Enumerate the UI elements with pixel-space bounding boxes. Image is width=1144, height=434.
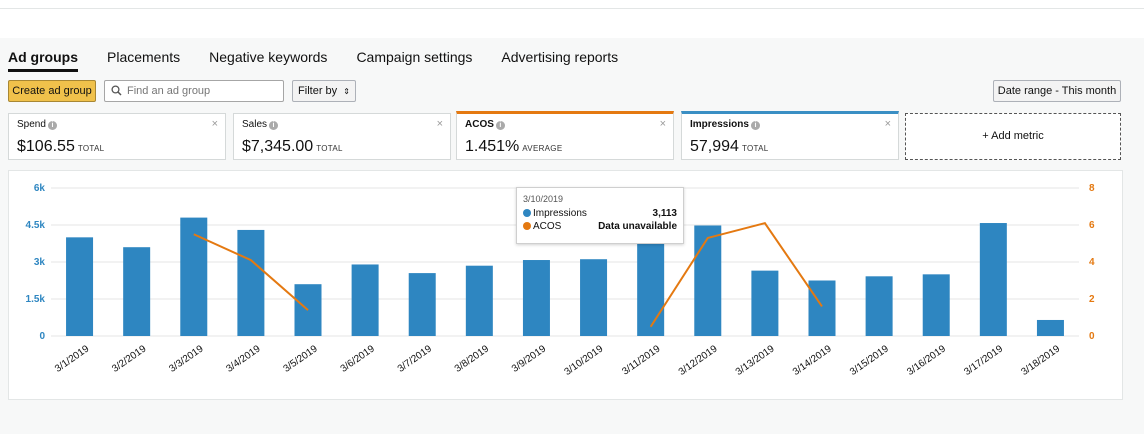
top-divider: [0, 8, 1144, 9]
search-placeholder: Find an ad group: [127, 85, 211, 97]
chart-tooltip: 3/10/2019 Impressions 3,113 ACOS Data un…: [516, 187, 684, 244]
y-left-tick-label: 0: [39, 331, 45, 342]
metric-unit: TOTAL: [316, 144, 343, 153]
tooltip-row-acos: ACOS Data unavailable: [523, 220, 677, 233]
metric-label: ACOS: [465, 119, 494, 130]
bar[interactable]: [408, 273, 436, 336]
x-tick-label: 3/7/2019: [396, 343, 435, 375]
tooltip-date: 3/10/2019: [523, 194, 564, 204]
metric-label: Sales: [242, 119, 268, 130]
x-tick-label: 3/13/2019: [734, 343, 777, 378]
impressions-dot-icon: [523, 209, 531, 217]
bar[interactable]: [180, 217, 208, 336]
x-tick-label: 3/8/2019: [453, 343, 492, 375]
x-tick-label: 3/3/2019: [167, 343, 206, 375]
tooltip-series-name: ACOS: [533, 221, 562, 232]
info-icon[interactable]: i: [750, 121, 760, 130]
search-icon: [111, 85, 122, 96]
metric-unit: AVERAGE: [522, 144, 563, 153]
bar[interactable]: [808, 280, 836, 337]
metric-unit: TOTAL: [741, 144, 769, 153]
bar[interactable]: [865, 276, 893, 336]
metric-label: Impressions: [690, 119, 749, 130]
y-right-tick-label: 8: [1089, 183, 1095, 194]
x-tick-label: 3/4/2019: [224, 343, 263, 375]
close-icon[interactable]: ×: [659, 118, 666, 130]
bar[interactable]: [922, 274, 950, 336]
filter-by-button[interactable]: Filter by ⇕: [292, 80, 356, 102]
x-tick-label: 3/5/2019: [282, 343, 321, 375]
bar[interactable]: [66, 237, 94, 336]
metric-value: 57,994: [690, 138, 739, 155]
acos-line: [193, 233, 309, 311]
x-tick-label: 3/1/2019: [53, 343, 92, 375]
tab-bar: Ad groups Placements Negative keywords C…: [8, 47, 647, 72]
bar[interactable]: [580, 259, 608, 336]
metric-value: 1.451%: [465, 138, 520, 155]
bar[interactable]: [979, 223, 1007, 336]
info-icon[interactable]: i: [269, 121, 279, 130]
date-range-button[interactable]: Date range - This month: [993, 80, 1121, 102]
close-icon[interactable]: ×: [211, 118, 218, 130]
bar[interactable]: [694, 225, 722, 336]
y-right-tick-label: 4: [1089, 257, 1095, 268]
y-left-tick-label: 4.5k: [26, 220, 46, 231]
metric-value: $7,345.00: [242, 138, 314, 155]
filter-by-label: Filter by: [298, 85, 338, 97]
y-left-tick-label: 6k: [34, 183, 46, 194]
y-left-tick-label: 3k: [34, 257, 46, 268]
metric-label: Spend: [17, 119, 46, 130]
info-icon[interactable]: i: [495, 121, 505, 130]
x-tick-label: 3/6/2019: [339, 343, 378, 375]
ad-group-search-input[interactable]: Find an ad group: [104, 80, 284, 102]
metric-card-impressions[interactable]: Impressions i × 57,994 TOTAL: [681, 111, 899, 160]
info-icon[interactable]: i: [47, 121, 57, 130]
create-ad-group-button[interactable]: Create ad group: [8, 80, 96, 102]
bar[interactable]: [237, 229, 265, 336]
bar[interactable]: [1036, 319, 1064, 336]
bar[interactable]: [522, 260, 550, 336]
metric-card-sales[interactable]: Sales i × $7,345.00 TOTAL: [233, 113, 451, 160]
metric-card-spend[interactable]: Spend i × $106.55 TOTAL: [8, 113, 226, 160]
tooltip-series-name: Impressions: [533, 208, 587, 219]
x-tick-label: 3/11/2019: [620, 343, 663, 377]
tab-ad-groups[interactable]: Ad groups: [8, 47, 78, 72]
metric-value: $106.55: [17, 138, 75, 155]
x-tick-label: 3/15/2019: [848, 343, 891, 378]
bar[interactable]: [351, 264, 379, 336]
metric-unit: TOTAL: [77, 144, 105, 153]
acos-dot-icon: [523, 222, 531, 230]
metric-card-acos[interactable]: ACOS i × 1.451% AVERAGE: [456, 111, 674, 160]
x-tick-label: 3/16/2019: [905, 343, 948, 378]
x-tick-label: 3/17/2019: [962, 343, 1005, 378]
bar[interactable]: [465, 265, 493, 336]
close-icon[interactable]: ×: [884, 118, 891, 130]
acos-line: [649, 222, 823, 328]
x-tick-label: 3/2/2019: [110, 343, 149, 375]
x-tick-label: 3/14/2019: [791, 343, 834, 378]
tab-campaign-settings[interactable]: Campaign settings: [356, 49, 473, 65]
tab-advertising-reports[interactable]: Advertising reports: [501, 49, 619, 65]
tooltip-row-impressions: Impressions 3,113: [523, 207, 677, 220]
tooltip-series-value: Data unavailable: [598, 221, 677, 232]
x-tick-label: 3/9/2019: [510, 343, 549, 375]
y-right-tick-label: 2: [1089, 294, 1095, 305]
x-tick-label: 3/10/2019: [563, 343, 606, 378]
x-tick-label: 3/18/2019: [1019, 343, 1062, 378]
y-right-tick-label: 6: [1089, 220, 1095, 231]
y-left-tick-label: 1.5k: [26, 294, 46, 305]
y-right-tick-label: 0: [1089, 331, 1095, 342]
bar[interactable]: [751, 270, 779, 336]
add-metric-button[interactable]: + Add metric: [905, 113, 1121, 160]
performance-chart[interactable]: 0 1.5k 3k 4.5k 6k 0 2 4 6 8 3/1/2019 3/2/2019 3/3/20…: [9, 171, 1124, 401]
close-icon[interactable]: ×: [436, 118, 443, 130]
bar[interactable]: [123, 247, 151, 336]
sort-arrows-icon: ⇕: [343, 87, 350, 96]
tab-negative-keywords[interactable]: Negative keywords: [209, 49, 328, 65]
x-tick-label: 3/12/2019: [677, 343, 720, 378]
tab-placements[interactable]: Placements: [107, 49, 181, 65]
tooltip-series-value: 3,113: [652, 208, 677, 219]
